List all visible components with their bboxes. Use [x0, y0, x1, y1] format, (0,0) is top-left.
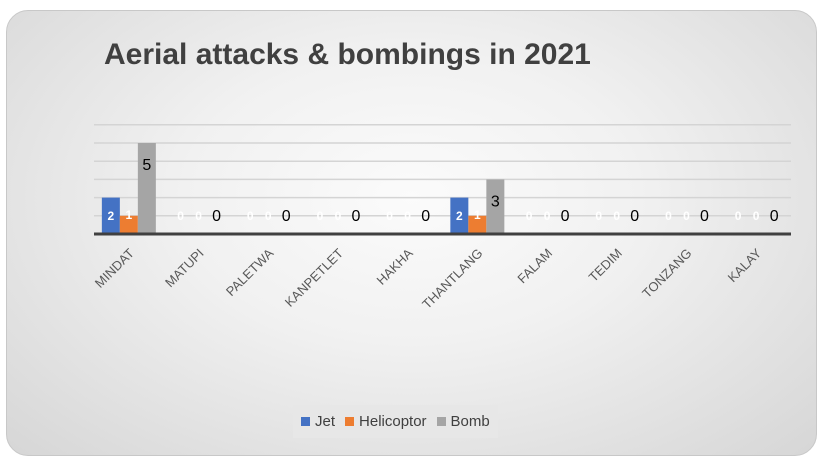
category-label: FALAM	[514, 246, 555, 287]
data-label: 0	[770, 208, 779, 225]
data-label: 0	[595, 209, 602, 223]
data-label: 3	[491, 193, 500, 210]
data-label: 0	[335, 209, 342, 223]
data-label: 0	[544, 209, 551, 223]
category-label: TEDIM	[586, 246, 625, 285]
data-label: 0	[526, 209, 533, 223]
data-label: 0	[404, 209, 411, 223]
data-label: 0	[265, 209, 272, 223]
category-label: THANTLANG	[419, 246, 485, 312]
data-label: 5	[142, 157, 151, 174]
category-label: KALAY	[725, 245, 765, 285]
data-label: 0	[665, 209, 672, 223]
bar-jet	[101, 197, 120, 234]
chart-legend: Jet Helicoptor Bomb	[293, 405, 498, 438]
legend-label: Jet	[315, 413, 336, 430]
data-label: 0	[630, 208, 639, 225]
data-label: 0	[683, 209, 690, 223]
data-label: 1	[126, 208, 133, 222]
data-label: 0	[177, 209, 184, 223]
data-label: 0	[247, 209, 254, 223]
category-label: KANPETLET	[282, 245, 346, 309]
data-label: 0	[753, 209, 760, 223]
data-label: 0	[351, 208, 360, 225]
data-label: 0	[613, 209, 620, 223]
legend-item-jet: Jet	[301, 413, 335, 430]
bar-jet	[450, 197, 469, 234]
category-label: PALETWA	[223, 245, 277, 299]
chart-title: Aerial attacks & bombings in 2021	[104, 38, 591, 71]
data-label: 0	[561, 208, 570, 225]
data-label: 0	[212, 208, 221, 225]
data-label: 2	[108, 209, 115, 223]
legend-item-bomb: Bomb	[436, 413, 490, 430]
legend-swatch	[345, 417, 355, 426]
bar-bomb	[486, 179, 505, 234]
bar-helicoptor	[468, 215, 487, 234]
data-label: 0	[282, 208, 291, 225]
legend-label: Bomb	[450, 413, 490, 430]
legend-swatch	[301, 417, 310, 426]
data-label: 0	[700, 208, 709, 225]
data-label: 1	[474, 208, 481, 222]
bar-bomb	[137, 143, 156, 234]
data-label: 0	[386, 209, 393, 223]
legend-swatch	[436, 417, 446, 426]
category-label: TONZANG	[639, 246, 694, 301]
category-label: HAKHA	[373, 245, 416, 288]
data-label: 0	[195, 209, 202, 223]
bar-helicoptor	[119, 215, 138, 234]
data-label: 0	[735, 209, 742, 223]
legend-label: Helicoptor	[359, 413, 427, 430]
data-label: 0	[317, 209, 324, 223]
category-label: MINDAT	[92, 245, 137, 290]
legend-item-helicoptor: Helicoptor	[345, 413, 427, 430]
category-label: MATUPI	[162, 246, 207, 291]
data-label: 0	[421, 208, 430, 225]
data-label: 2	[456, 209, 463, 223]
